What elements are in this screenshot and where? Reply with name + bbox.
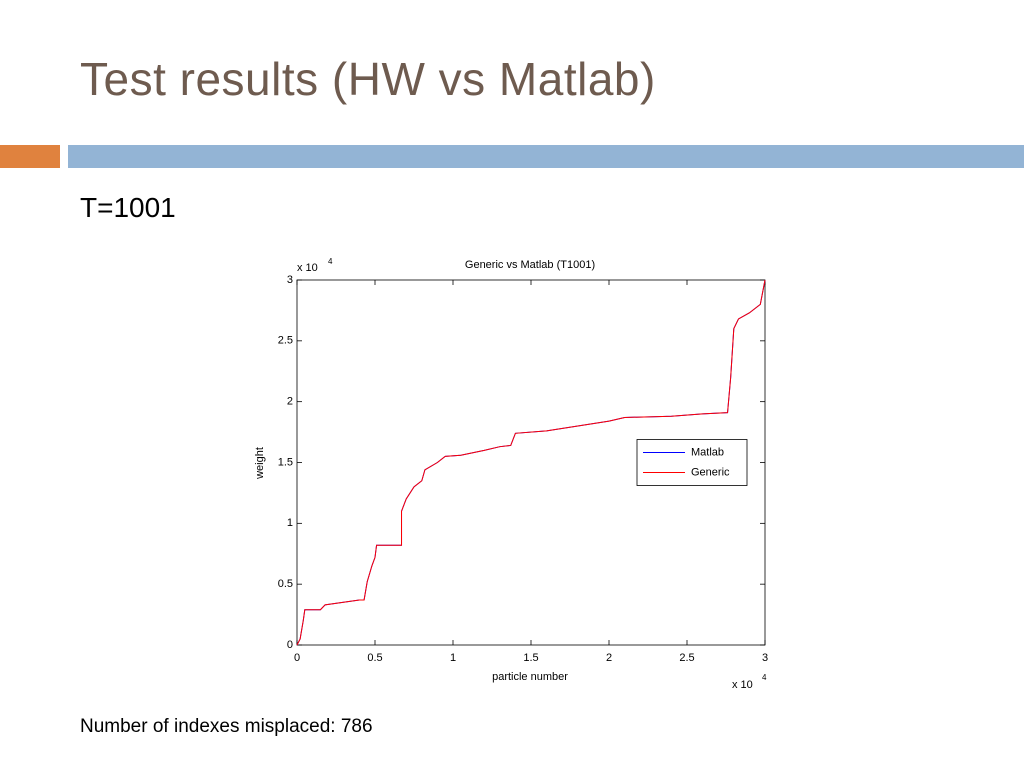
y-tick-label: 0.5 — [278, 578, 293, 590]
orange-bar — [0, 145, 60, 168]
y-tick-label: 2.5 — [278, 335, 293, 347]
slide-title: Test results (HW vs Matlab) — [80, 53, 656, 105]
x-scale-base: x 10 — [732, 679, 753, 691]
x-axis-label: particle number — [492, 671, 568, 683]
x-tick-label: 2.5 — [679, 652, 694, 664]
legend-label: Matlab — [691, 446, 724, 458]
y-tick-label: 1.5 — [278, 456, 293, 468]
blue-bar — [68, 145, 1024, 168]
legend-label: Generic — [691, 466, 730, 478]
y-axis-label: weight — [254, 447, 266, 480]
legend-box — [636, 439, 748, 486]
x-tick-label: 0.5 — [367, 652, 382, 664]
x-tick-label: 0 — [294, 652, 300, 664]
series-line — [296, 279, 766, 646]
note: Number of indexes misplaced: 786 — [80, 716, 373, 737]
y-tick-label: 3 — [287, 274, 293, 286]
y-tick-label: 2 — [287, 396, 293, 408]
y-scale-exponent: 4 — [328, 257, 333, 266]
y-scale-base: x 10 — [297, 262, 318, 274]
y-tick-label: 0 — [287, 639, 293, 651]
x-scale-exponent: 4 — [762, 673, 767, 682]
x-tick-label: 2 — [606, 652, 612, 664]
x-tick-label: 1 — [450, 652, 456, 664]
subtitle: T=1001 — [80, 192, 176, 223]
x-tick-label: 3 — [762, 652, 768, 664]
chart-title: Generic vs Matlab (T1001) — [465, 259, 595, 271]
y-tick-label: 1 — [287, 517, 293, 529]
chart: Generic vs Matlab (T1001) particle numbe… — [254, 257, 768, 691]
x-tick-label: 1.5 — [523, 652, 538, 664]
